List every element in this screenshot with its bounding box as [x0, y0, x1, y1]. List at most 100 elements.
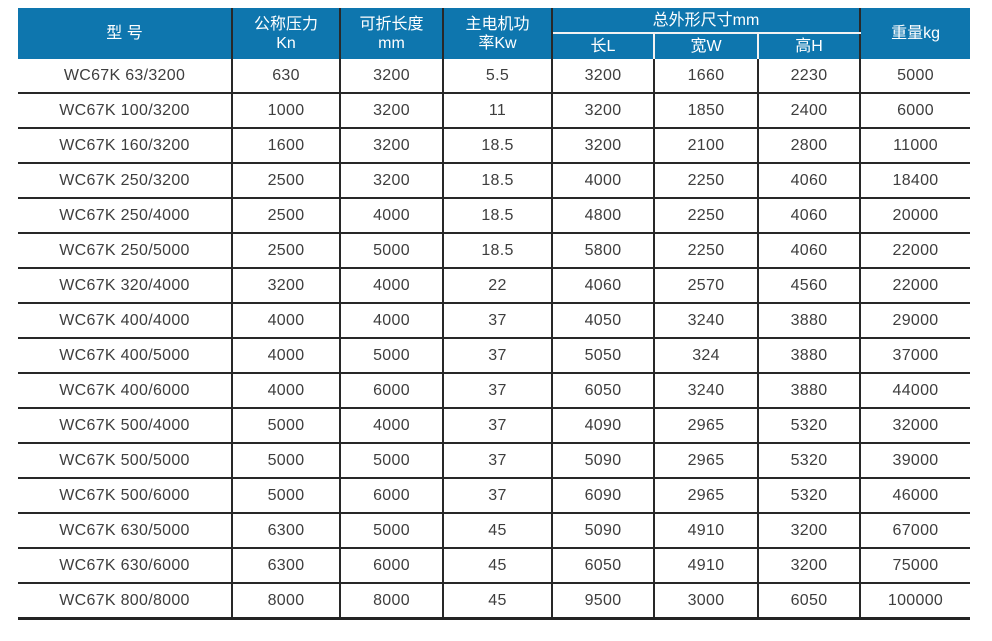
- table-row: WC67K 500/6000 5000 6000 37 6090 2965 5320 4600…: [18, 477, 971, 513]
- header-fold-length-line1: 可折长度: [359, 15, 424, 33]
- cell-dim-l: 4000: [551, 162, 654, 198]
- cell-motor-kw: 18.5: [442, 127, 552, 163]
- cell-weight-kg: 37000: [859, 337, 971, 373]
- cell-dim-h: 3880: [756, 337, 861, 373]
- cell-length-mm: 6000: [339, 372, 443, 408]
- header-dimensions-group: 总外形尺寸mm: [552, 8, 862, 34]
- cell-dim-l: 9500: [551, 582, 654, 620]
- cell-length-mm: 5000: [339, 442, 443, 478]
- cell-pressure-kn: 3200: [231, 267, 340, 303]
- cell-pressure-kn: 2500: [231, 197, 340, 233]
- cell-dim-w: 2250: [653, 232, 758, 268]
- cell-dim-l: 3200: [551, 92, 654, 128]
- cell-pressure-kn: 2500: [231, 162, 340, 198]
- cell-model: WC67K 500/4000: [18, 407, 232, 443]
- cell-length-mm: 4000: [339, 197, 443, 233]
- cell-weight-kg: 46000: [859, 477, 971, 513]
- header-motor-power-line2: 率Kw: [478, 34, 517, 52]
- cell-dim-w: 2965: [653, 442, 758, 478]
- table-header: 型 号 公称压力 Kn 可折长度 mm 主电机功 率Kw 总外形尺寸mm 重量k…: [18, 8, 971, 59]
- cell-motor-kw: 22: [442, 267, 552, 303]
- table-row: WC67K 160/3200 1600 3200 18.5 3200 2100 2800 11…: [18, 127, 971, 163]
- table-row: WC67K 100/3200 1000 3200 11 3200 1850 2400 6000: [18, 92, 971, 128]
- cell-model: WC67K 500/5000: [18, 442, 232, 478]
- cell-weight-kg: 22000: [859, 267, 971, 303]
- table-row: WC67K 400/6000 4000 6000 37 6050 3240 3880 4400…: [18, 372, 971, 408]
- table-row: WC67K 63/3200 630 3200 5.5 3200 1660 2230 5000: [18, 59, 971, 93]
- cell-pressure-kn: 2500: [231, 232, 340, 268]
- header-motor-power: 主电机功 率Kw: [443, 8, 553, 59]
- cell-dim-h: 2800: [756, 127, 861, 163]
- cell-pressure-kn: 4000: [231, 302, 340, 338]
- cell-model: WC67K 400/4000: [18, 302, 232, 338]
- cell-dim-w: 2965: [653, 407, 758, 443]
- cell-motor-kw: 45: [442, 512, 552, 548]
- header-motor-power-line1: 主电机功: [465, 15, 530, 33]
- table-row: WC67K 800/8000 8000 8000 45 9500 3000 6050 1000…: [18, 582, 971, 620]
- cell-dim-w: 3240: [653, 372, 758, 408]
- cell-motor-kw: 37: [442, 337, 552, 373]
- cell-model: WC67K 320/4000: [18, 267, 232, 303]
- cell-dim-w: 4910: [653, 512, 758, 548]
- header-model-label: 型 号: [106, 25, 143, 42]
- cell-model: WC67K 250/4000: [18, 197, 232, 233]
- cell-dim-l: 3200: [551, 127, 654, 163]
- cell-pressure-kn: 5000: [231, 407, 340, 443]
- cell-length-mm: 6000: [339, 547, 443, 583]
- cell-model: WC67K 100/3200: [18, 92, 232, 128]
- cell-weight-kg: 100000: [859, 582, 971, 620]
- cell-dim-l: 5050: [551, 337, 654, 373]
- cell-motor-kw: 18.5: [442, 232, 552, 268]
- cell-dim-w: 2570: [653, 267, 758, 303]
- cell-model: WC67K 800/8000: [18, 582, 232, 620]
- cell-model: WC67K 250/3200: [18, 162, 232, 198]
- cell-pressure-kn: 4000: [231, 337, 340, 373]
- header-fold-length: 可折长度 mm: [340, 8, 444, 59]
- cell-model: WC67K 630/5000: [18, 512, 232, 548]
- cell-pressure-kn: 8000: [231, 582, 340, 620]
- header-row-sub: 长L 宽W 高H: [18, 33, 970, 59]
- cell-dim-w: 1850: [653, 92, 758, 128]
- cell-weight-kg: 29000: [859, 302, 971, 338]
- cell-weight-kg: 44000: [859, 372, 971, 408]
- table-body: WC67K 63/3200 630 3200 5.5 3200 1660 2230 5000 W…: [18, 59, 971, 620]
- cell-pressure-kn: 1000: [231, 92, 340, 128]
- cell-dim-w: 1660: [653, 59, 758, 93]
- header-row-top: 型 号 公称压力 Kn 可折长度 mm 主电机功 率Kw 总外形尺寸mm 重量k…: [18, 8, 971, 59]
- cell-motor-kw: 45: [442, 582, 552, 620]
- cell-motor-kw: 37: [442, 302, 552, 338]
- cell-weight-kg: 11000: [859, 127, 971, 163]
- cell-dim-h: 2230: [756, 59, 861, 93]
- cell-dim-l: 4050: [551, 302, 654, 338]
- cell-weight-kg: 6000: [859, 92, 971, 128]
- table-row: WC67K 500/5000 5000 5000 37 5090 2965 5320 3900…: [18, 442, 971, 478]
- cell-dim-l: 5090: [551, 442, 654, 478]
- cell-dim-w: 3240: [653, 302, 758, 338]
- cell-motor-kw: 11: [442, 92, 552, 128]
- table-row: WC67K 500/4000 5000 4000 37 4090 2965 5320 3200…: [18, 407, 971, 443]
- table-row: WC67K 630/5000 6300 5000 45 5090 4910 3200 6700…: [18, 512, 971, 548]
- cell-dim-h: 4560: [756, 267, 861, 303]
- cell-weight-kg: 32000: [859, 407, 971, 443]
- cell-dim-l: 6050: [551, 547, 654, 583]
- table-row: WC67K 320/4000 3200 4000 22 4060 2570 4560 2200…: [18, 267, 971, 303]
- cell-dim-l: 5090: [551, 512, 654, 548]
- cell-model: WC67K 630/6000: [18, 547, 232, 583]
- cell-dim-l: 3200: [551, 59, 654, 93]
- cell-motor-kw: 37: [442, 372, 552, 408]
- cell-dim-w: 2250: [653, 162, 758, 198]
- cell-model: WC67K 160/3200: [18, 127, 232, 163]
- cell-dim-h: 4060: [756, 197, 861, 233]
- cell-motor-kw: 37: [442, 407, 552, 443]
- cell-motor-kw: 45: [442, 547, 552, 583]
- cell-length-mm: 6000: [339, 477, 443, 513]
- cell-weight-kg: 18400: [859, 162, 971, 198]
- cell-dim-w: 324: [653, 337, 758, 373]
- cell-dim-w: 2250: [653, 197, 758, 233]
- cell-weight-kg: 22000: [859, 232, 971, 268]
- header-pressure: 公称压力 Kn: [232, 8, 341, 59]
- cell-length-mm: 3200: [339, 162, 443, 198]
- cell-dim-w: 4910: [653, 547, 758, 583]
- cell-model: WC67K 63/3200: [18, 59, 232, 93]
